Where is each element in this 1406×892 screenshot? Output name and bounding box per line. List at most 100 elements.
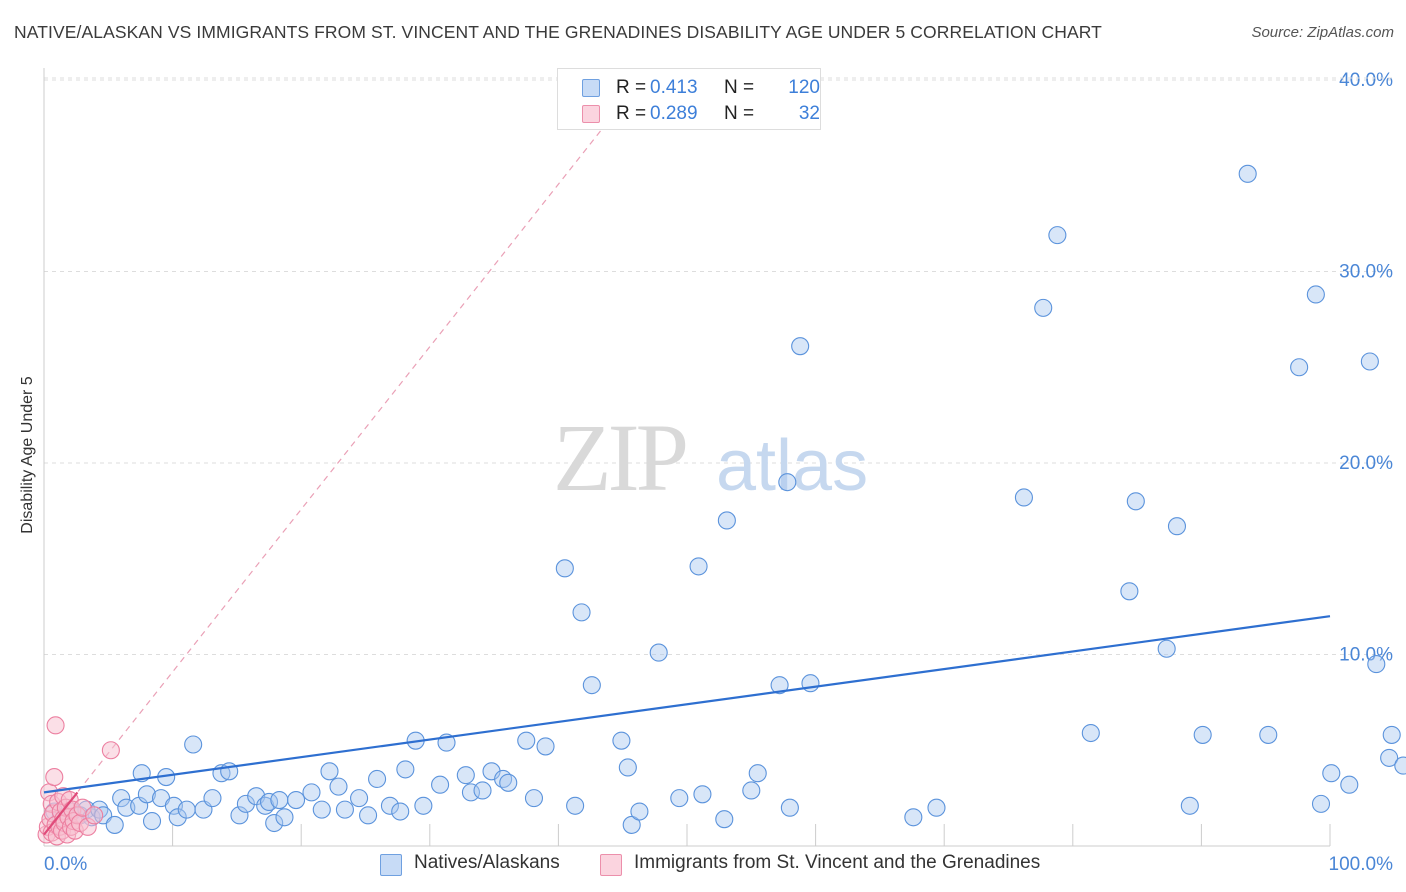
y-tick-label: 30.0% [1339, 262, 1393, 283]
natives-point [1193, 725, 1212, 744]
natives-point [236, 794, 255, 813]
natives-point [1157, 639, 1176, 658]
r-value: 0.289 [650, 103, 698, 124]
x-tick-label: 100.0% [1329, 854, 1394, 875]
natives-point [320, 762, 339, 781]
natives-point [1120, 582, 1139, 601]
natives-point [689, 557, 708, 576]
natives-point [359, 806, 378, 825]
natives-point [329, 777, 348, 796]
immigrants-legend-swatch [600, 854, 622, 876]
natives-point [265, 813, 284, 833]
natives-legend-swatch [380, 854, 402, 876]
watermark-zip: ZIP [553, 404, 686, 511]
y-tick-label: 10.0% [1339, 645, 1393, 666]
natives-point [927, 798, 946, 817]
natives-point [1380, 748, 1399, 767]
natives-point [1238, 164, 1257, 183]
natives-point [142, 812, 162, 831]
natives-point [270, 790, 289, 810]
natives-point [572, 603, 591, 622]
natives-point [177, 800, 196, 819]
natives-point [456, 766, 475, 785]
n-label: N = [724, 103, 755, 124]
natives-point [368, 769, 387, 789]
n-label: N = [724, 77, 755, 98]
natives-point [335, 800, 354, 819]
y-tick-label: 20.0% [1339, 453, 1393, 474]
y-tick-label: 40.0% [1339, 70, 1393, 91]
natives-point [380, 796, 399, 815]
natives-point [1306, 285, 1325, 304]
immigrants-trend-line [43, 791, 79, 836]
natives-point [566, 796, 585, 815]
natives-point [715, 810, 734, 829]
natives-point [1360, 352, 1379, 371]
natives-point [1167, 517, 1187, 536]
natives-point [778, 473, 797, 492]
natives-point [1014, 488, 1033, 507]
natives-point [1048, 226, 1067, 245]
natives-legend-label: Natives/Alaskans [414, 852, 560, 873]
natives-point [312, 800, 331, 819]
natives-point [396, 760, 415, 779]
chart-title: NATIVE/ALASKAN VS IMMIGRANTS FROM ST. VI… [14, 22, 1102, 42]
natives-point [1394, 756, 1406, 775]
natives-point [1382, 725, 1401, 744]
natives-point [184, 735, 203, 754]
watermark-atlas: atlas [716, 426, 868, 506]
natives-point [105, 815, 124, 834]
r-value: 0.413 [650, 77, 698, 98]
immigrants-legend-label: Immigrants from St. Vincent and the Gren… [634, 852, 1041, 873]
natives-point [1126, 492, 1145, 511]
r-label: R = [616, 103, 647, 124]
natives-point [555, 559, 574, 578]
natives-point [1367, 655, 1386, 674]
natives-point [693, 785, 712, 804]
natives-point [302, 783, 321, 802]
natives-point [612, 731, 631, 750]
natives-point [203, 789, 222, 808]
correlation-legend: R = 0.413 N = 120 R = 0.289 N = 32 [557, 68, 821, 130]
natives-point [536, 737, 555, 756]
n-value: 32 [798, 103, 820, 124]
natives-point [275, 808, 294, 827]
natives-point [1311, 794, 1331, 813]
immigrants-trend-extended [43, 89, 634, 835]
natives-point [1180, 796, 1199, 815]
n-value: 120 [788, 77, 820, 98]
natives-point [1034, 298, 1053, 317]
natives-point [499, 773, 518, 792]
natives-point [230, 806, 249, 825]
immigrants-point [46, 716, 65, 735]
natives-point [1259, 725, 1278, 744]
natives-point [904, 808, 923, 827]
natives-swatch [582, 79, 600, 97]
immigrants-swatch [582, 105, 600, 123]
natives-point [717, 511, 736, 530]
natives-point [350, 789, 369, 808]
natives-point [618, 758, 637, 777]
natives-point [473, 781, 492, 800]
immigrants-point [101, 741, 120, 760]
immigrants-point [45, 768, 64, 787]
natives-point [582, 676, 601, 695]
natives-point [431, 775, 450, 794]
natives-point [649, 643, 668, 662]
natives-point [391, 802, 410, 821]
natives-point [1322, 764, 1341, 783]
natives-point [137, 785, 156, 804]
natives-trend-line [43, 615, 1331, 794]
natives-point [1081, 723, 1100, 743]
source-label: Source: ZipAtlas.com [1251, 24, 1394, 41]
natives-point [670, 789, 689, 808]
natives-point [770, 676, 789, 695]
natives-point [748, 764, 767, 783]
x-tick-label: 0.0% [44, 854, 87, 875]
natives-point [742, 781, 761, 800]
natives-point [517, 731, 536, 750]
natives-point [414, 796, 433, 815]
natives-point [622, 815, 641, 834]
r-label: R = [616, 77, 647, 98]
